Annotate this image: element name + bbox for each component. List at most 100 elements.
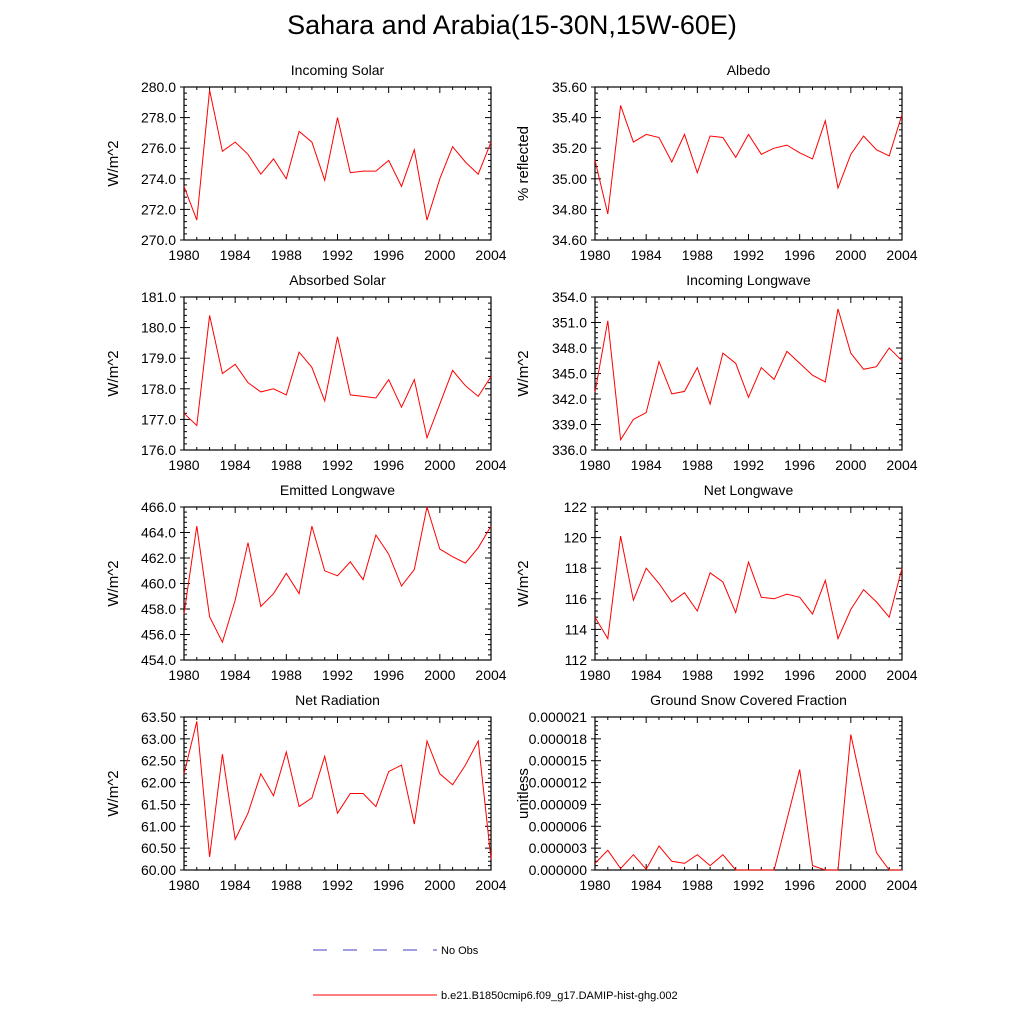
panel-albedo: 1980 1984 1988 1992 1996 2000 2004 34.60 34.80 35… xyxy=(515,62,918,263)
y-axis-label-ground-snow-covered-fraction: unitless xyxy=(515,768,532,819)
y-axis-label-albedo: % reflected xyxy=(515,126,532,201)
plot-frame-net-longwave xyxy=(594,506,903,661)
x-tick-label-emitted-longwave: 1996 xyxy=(373,667,404,683)
legend-label-model: b.e21.B1850cmip6.f09_g17.DAMIP-hist-ghg.… xyxy=(441,990,678,1002)
x-tick-label-net-radiation: 2000 xyxy=(424,877,455,893)
series-line-ground-snow-covered-fraction xyxy=(594,734,902,871)
y-tick-label-emitted-longwave: 462.0 xyxy=(141,550,176,566)
panel-title-absorbed-solar: Absorbed Solar xyxy=(289,272,386,288)
x-tick-label-incoming-solar: 1980 xyxy=(168,247,199,263)
y-tick-label-net-radiation: 63.00 xyxy=(141,731,176,747)
x-tick-label-net-longwave: 1980 xyxy=(579,667,610,683)
y-tick-label-ground-snow-covered-fraction: 0.000012 xyxy=(529,775,588,791)
y-tick-label-absorbed-solar: 176.0 xyxy=(141,442,176,458)
x-tick-label-emitted-longwave: 1992 xyxy=(322,667,353,683)
legend: No Obs b.e21.B1850cmip6.f09_g17.DAMIP-hi… xyxy=(313,945,678,1002)
x-tick-label-ground-snow-covered-fraction: 2000 xyxy=(835,877,866,893)
y-tick-label-ground-snow-covered-fraction: 0.000006 xyxy=(529,818,588,834)
panel-ground-snow-covered-fraction: 1980 1984 1988 1992 1996 2000 2004 0.000000 0.00… xyxy=(515,692,918,893)
x-tick-label-net-longwave: 1988 xyxy=(682,667,713,683)
y-tick-label-net-radiation: 63.50 xyxy=(141,709,176,725)
y-tick-label-emitted-longwave: 458.0 xyxy=(141,601,176,617)
y-tick-label-ground-snow-covered-fraction: 0.000009 xyxy=(529,796,588,812)
x-tick-label-incoming-longwave: 2004 xyxy=(886,457,917,473)
y-tick-label-net-longwave: 114 xyxy=(565,621,588,637)
y-tick-label-albedo: 35.20 xyxy=(552,140,587,156)
plot-frame-absorbed-solar xyxy=(183,296,492,451)
y-tick-label-incoming-solar: 278.0 xyxy=(141,110,176,126)
x-tick-label-absorbed-solar: 2000 xyxy=(424,457,455,473)
plot-frame-incoming-longwave xyxy=(594,296,903,451)
x-tick-label-albedo: 1992 xyxy=(733,247,764,263)
series-line-incoming-longwave xyxy=(594,308,903,442)
y-tick-label-net-longwave: 116 xyxy=(565,591,588,607)
x-tick-label-albedo: 2000 xyxy=(835,247,866,263)
y-tick-label-albedo: 34.80 xyxy=(552,201,587,217)
x-tick-label-incoming-solar: 1996 xyxy=(373,247,404,263)
x-tick-label-incoming-longwave: 1988 xyxy=(682,457,713,473)
y-tick-label-incoming-solar: 274.0 xyxy=(141,171,176,187)
panel-title-incoming-longwave: Incoming Longwave xyxy=(686,272,811,288)
x-tick-label-incoming-solar: 2000 xyxy=(424,247,455,263)
y-axis-label-absorbed-solar: W/m^2 xyxy=(105,350,122,396)
x-tick-label-net-longwave: 1984 xyxy=(631,667,662,683)
y-tick-label-incoming-solar: 272.0 xyxy=(141,201,176,217)
panel-emitted-longwave: 1980 1984 1988 1992 1996 2000 2004 454.0 456.0 45… xyxy=(105,482,507,683)
panel-title-net-radiation: Net Radiation xyxy=(295,692,380,708)
x-tick-label-net-radiation: 1996 xyxy=(373,877,404,893)
x-tick-label-absorbed-solar: 1992 xyxy=(322,457,353,473)
panel-title-emitted-longwave: Emitted Longwave xyxy=(280,482,395,498)
y-axis-label-incoming-longwave: W/m^2 xyxy=(515,350,532,396)
main-title: Sahara and Arabia(15-30N,15W-60E) xyxy=(287,10,737,40)
y-tick-label-ground-snow-covered-fraction: 0.000003 xyxy=(529,840,588,856)
y-tick-label-net-longwave: 122 xyxy=(564,499,588,515)
x-tick-label-emitted-longwave: 1984 xyxy=(220,667,251,683)
panel-absorbed-solar: 1980 1984 1988 1992 1996 2000 2004 176.0 177.0 17… xyxy=(105,272,507,473)
x-tick-label-absorbed-solar: 1984 xyxy=(220,457,251,473)
series-line-emitted-longwave xyxy=(183,506,492,644)
y-axis-label-emitted-longwave: W/m^2 xyxy=(105,560,122,606)
x-tick-label-net-radiation: 1988 xyxy=(271,877,302,893)
legend-label-no-obs: No Obs xyxy=(441,945,479,957)
series-line-net-radiation xyxy=(183,721,492,860)
y-tick-label-ground-snow-covered-fraction: 0.000018 xyxy=(529,731,588,747)
y-tick-label-incoming-solar: 276.0 xyxy=(141,140,176,156)
series-line-absorbed-solar xyxy=(183,315,492,440)
y-tick-label-net-radiation: 61.50 xyxy=(141,796,176,812)
x-tick-label-net-longwave: 1992 xyxy=(733,667,764,683)
panel-incoming-longwave: 1980 1984 1988 1992 1996 2000 2004 336.0 339.0 34… xyxy=(515,272,918,473)
y-tick-label-incoming-solar: 270.0 xyxy=(141,232,176,248)
y-tick-label-incoming-longwave: 339.0 xyxy=(552,417,587,433)
y-tick-label-absorbed-solar: 181.0 xyxy=(141,289,176,305)
x-tick-label-ground-snow-covered-fraction: 1980 xyxy=(579,877,610,893)
series-line-net-longwave xyxy=(594,536,903,641)
x-tick-label-incoming-longwave: 1980 xyxy=(579,457,610,473)
x-tick-label-net-radiation: 1984 xyxy=(220,877,251,893)
x-tick-label-net-radiation: 2004 xyxy=(475,877,506,893)
plot-frame-net-radiation xyxy=(183,716,492,871)
y-tick-label-net-radiation: 60.50 xyxy=(141,840,176,856)
panel-title-albedo: Albedo xyxy=(727,62,771,78)
x-tick-label-albedo: 2004 xyxy=(886,247,917,263)
y-tick-label-incoming-solar: 280.0 xyxy=(141,79,176,95)
y-tick-label-absorbed-solar: 178.0 xyxy=(141,381,176,397)
x-tick-label-incoming-longwave: 2000 xyxy=(835,457,866,473)
y-tick-label-ground-snow-covered-fraction: 0.000021 xyxy=(529,709,588,725)
x-tick-label-emitted-longwave: 2004 xyxy=(475,667,506,683)
x-tick-label-emitted-longwave: 1988 xyxy=(271,667,302,683)
y-tick-label-emitted-longwave: 466.0 xyxy=(141,499,176,515)
y-tick-label-net-longwave: 118 xyxy=(565,560,588,576)
y-tick-label-incoming-longwave: 348.0 xyxy=(552,340,587,356)
y-tick-label-incoming-longwave: 336.0 xyxy=(552,442,587,458)
series-line-albedo xyxy=(594,105,903,215)
y-tick-label-incoming-longwave: 345.0 xyxy=(552,366,587,382)
y-tick-label-albedo: 34.60 xyxy=(552,232,587,248)
x-tick-label-absorbed-solar: 1996 xyxy=(373,457,404,473)
y-tick-label-emitted-longwave: 456.0 xyxy=(141,627,176,643)
x-tick-label-net-longwave: 2004 xyxy=(886,667,917,683)
x-tick-label-ground-snow-covered-fraction: 1996 xyxy=(784,877,815,893)
y-tick-label-absorbed-solar: 177.0 xyxy=(141,411,176,427)
panel-incoming-solar: 1980 1984 1988 1992 1996 2000 2004 270.0 272.0 27… xyxy=(105,62,507,263)
x-tick-label-incoming-solar: 1984 xyxy=(220,247,251,263)
